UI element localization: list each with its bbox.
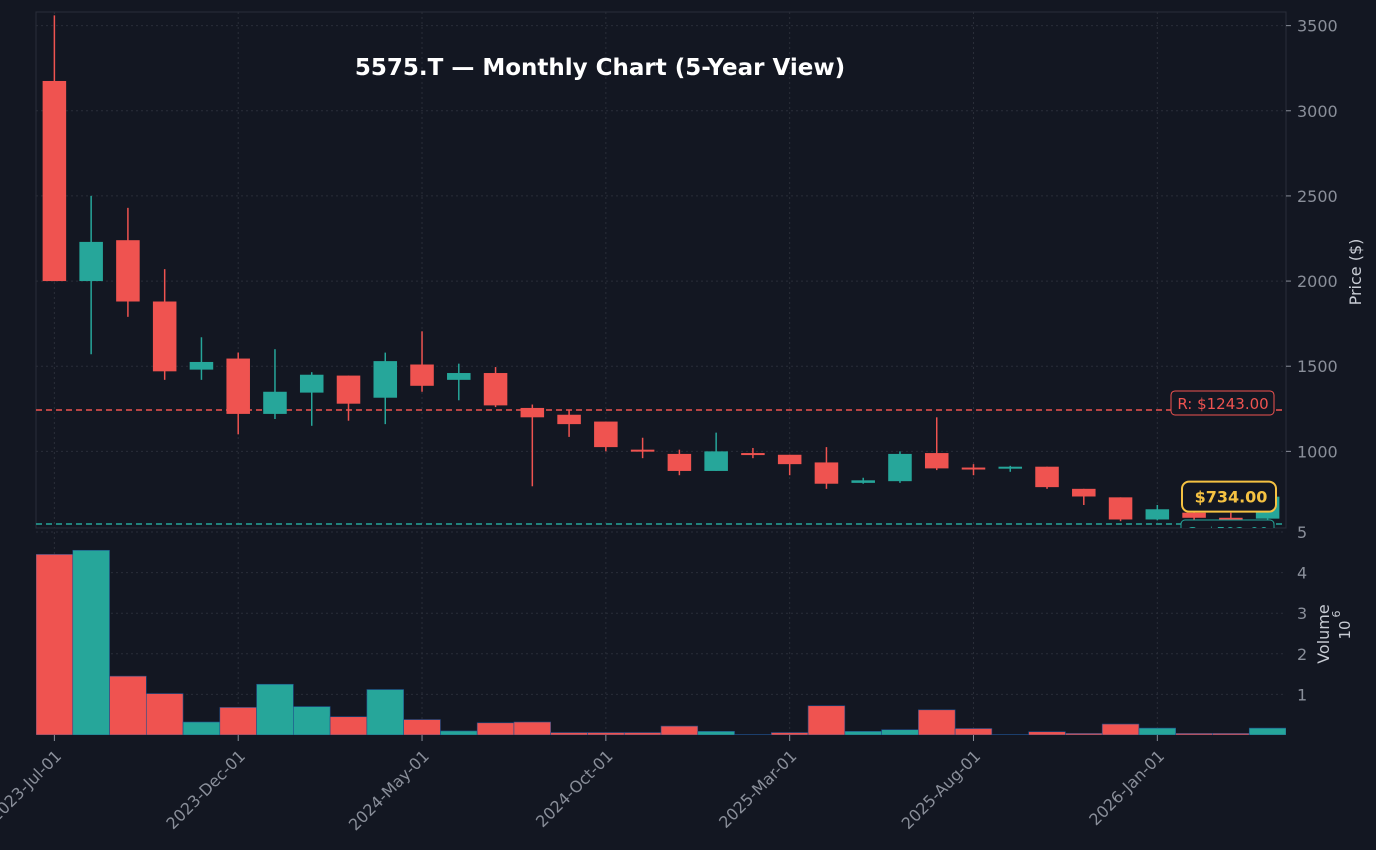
- price-tick-label: 3500: [1297, 17, 1338, 36]
- support-label: S: $592.00: [1187, 524, 1268, 542]
- candle-body: [1035, 466, 1059, 488]
- candle-body: [961, 467, 986, 470]
- volume-bar: [513, 721, 552, 735]
- volume-bar: [1248, 727, 1286, 735]
- candle-body: [483, 373, 508, 406]
- candle-body: [667, 453, 692, 471]
- last-price-label: $734.00: [1195, 488, 1268, 507]
- support-resistance-lines: [36, 409, 1286, 525]
- candle-body: [1145, 509, 1170, 520]
- price-tick-label: 2500: [1297, 187, 1338, 206]
- candles: [42, 15, 1280, 522]
- candle-body: [1072, 488, 1096, 497]
- volume-bar: [36, 554, 74, 735]
- volume-bar: [109, 675, 147, 735]
- candle-body: [116, 240, 140, 302]
- candle-body: [152, 301, 177, 372]
- candle-body: [998, 466, 1023, 469]
- price-tick-label: 1000: [1297, 442, 1338, 461]
- candle-body: [777, 454, 802, 465]
- volume-bar: [1065, 733, 1103, 735]
- support-badge-group: S: $592.00: [1180, 519, 1275, 542]
- chart-title: 5575.T — Monthly Chart (5-Year View): [355, 55, 845, 81]
- volume-multiplier-label: 10: [1336, 620, 1354, 639]
- volume-multiplier-exponent: 6: [1330, 611, 1343, 618]
- volume-bars: [36, 549, 1286, 735]
- price-tick-label: 3000: [1297, 102, 1338, 121]
- candle-body: [336, 375, 361, 404]
- volume-tick-label: 2: [1297, 645, 1307, 664]
- candle-body: [410, 364, 434, 386]
- volume-bar: [881, 729, 919, 735]
- volume-tick-label: 1: [1297, 685, 1307, 704]
- volume-tick-label: 4: [1297, 564, 1307, 583]
- volume-bar: [145, 693, 184, 735]
- volume-bar: [587, 732, 625, 735]
- volume-bar: [844, 731, 882, 735]
- volume-tick-label: 5: [1297, 523, 1307, 542]
- candle-body: [741, 453, 765, 456]
- volume-bar: [918, 709, 956, 735]
- candle-body: [1219, 517, 1243, 520]
- volume-bar: [1028, 731, 1066, 735]
- volume-bar: [660, 725, 699, 735]
- volume-bar: [550, 732, 588, 735]
- candle-body: [1182, 512, 1206, 518]
- volume-bar: [403, 719, 441, 735]
- candle-body: [814, 462, 839, 484]
- volume-bar: [1138, 727, 1177, 735]
- candle-body: [704, 451, 728, 471]
- candle-body: [447, 373, 471, 380]
- candle-body: [557, 414, 581, 425]
- volume-bar: [366, 689, 404, 735]
- candle-body: [79, 241, 103, 282]
- candle-body: [630, 449, 655, 452]
- candle-body: [1108, 497, 1133, 520]
- volume-axis-label: Volume: [1314, 604, 1333, 664]
- price-tick-label: 2000: [1297, 272, 1338, 291]
- support-badge: [1180, 519, 1275, 528]
- volume-bar: [697, 731, 735, 735]
- candle-body: [299, 374, 324, 393]
- resistance-badge: [1170, 390, 1275, 416]
- candle-body: [373, 361, 398, 398]
- candle-body: [226, 358, 250, 414]
- volume-bar: [476, 722, 515, 735]
- candle-body: [189, 361, 214, 370]
- candle-body: [520, 407, 545, 418]
- volume-bar: [329, 716, 368, 735]
- candle-body: [594, 421, 618, 448]
- price-axis-label: Price ($): [1346, 239, 1365, 306]
- candle-body: [924, 453, 949, 469]
- volume-bar: [182, 721, 221, 735]
- volume-bar: [1212, 733, 1250, 735]
- volume-bar: [954, 728, 993, 735]
- price-tick-label: 1500: [1297, 357, 1338, 376]
- volume-bar: [256, 683, 294, 735]
- candle-body: [42, 80, 67, 282]
- volume-bar: [1101, 723, 1140, 735]
- volume-bar: [293, 706, 331, 735]
- candle-body: [263, 391, 287, 414]
- volume-tick-label: 3: [1297, 604, 1307, 623]
- candle-body: [851, 480, 875, 483]
- price-panel-frame: [35, 11, 1287, 529]
- price-grid: [36, 12, 1291, 528]
- volume-bar: [1175, 733, 1213, 735]
- candle-body: [888, 453, 912, 482]
- last-price-badge: [1181, 480, 1277, 513]
- volume-bar: [623, 732, 662, 735]
- volume-grid: [36, 531, 1286, 741]
- volume-bar: [440, 730, 478, 735]
- volume-bar: [807, 705, 846, 735]
- resistance-label: R: $1243.00: [1177, 395, 1268, 413]
- volume-bar: [770, 732, 809, 735]
- volume-bar: [219, 707, 257, 735]
- volume-bar: [72, 549, 110, 735]
